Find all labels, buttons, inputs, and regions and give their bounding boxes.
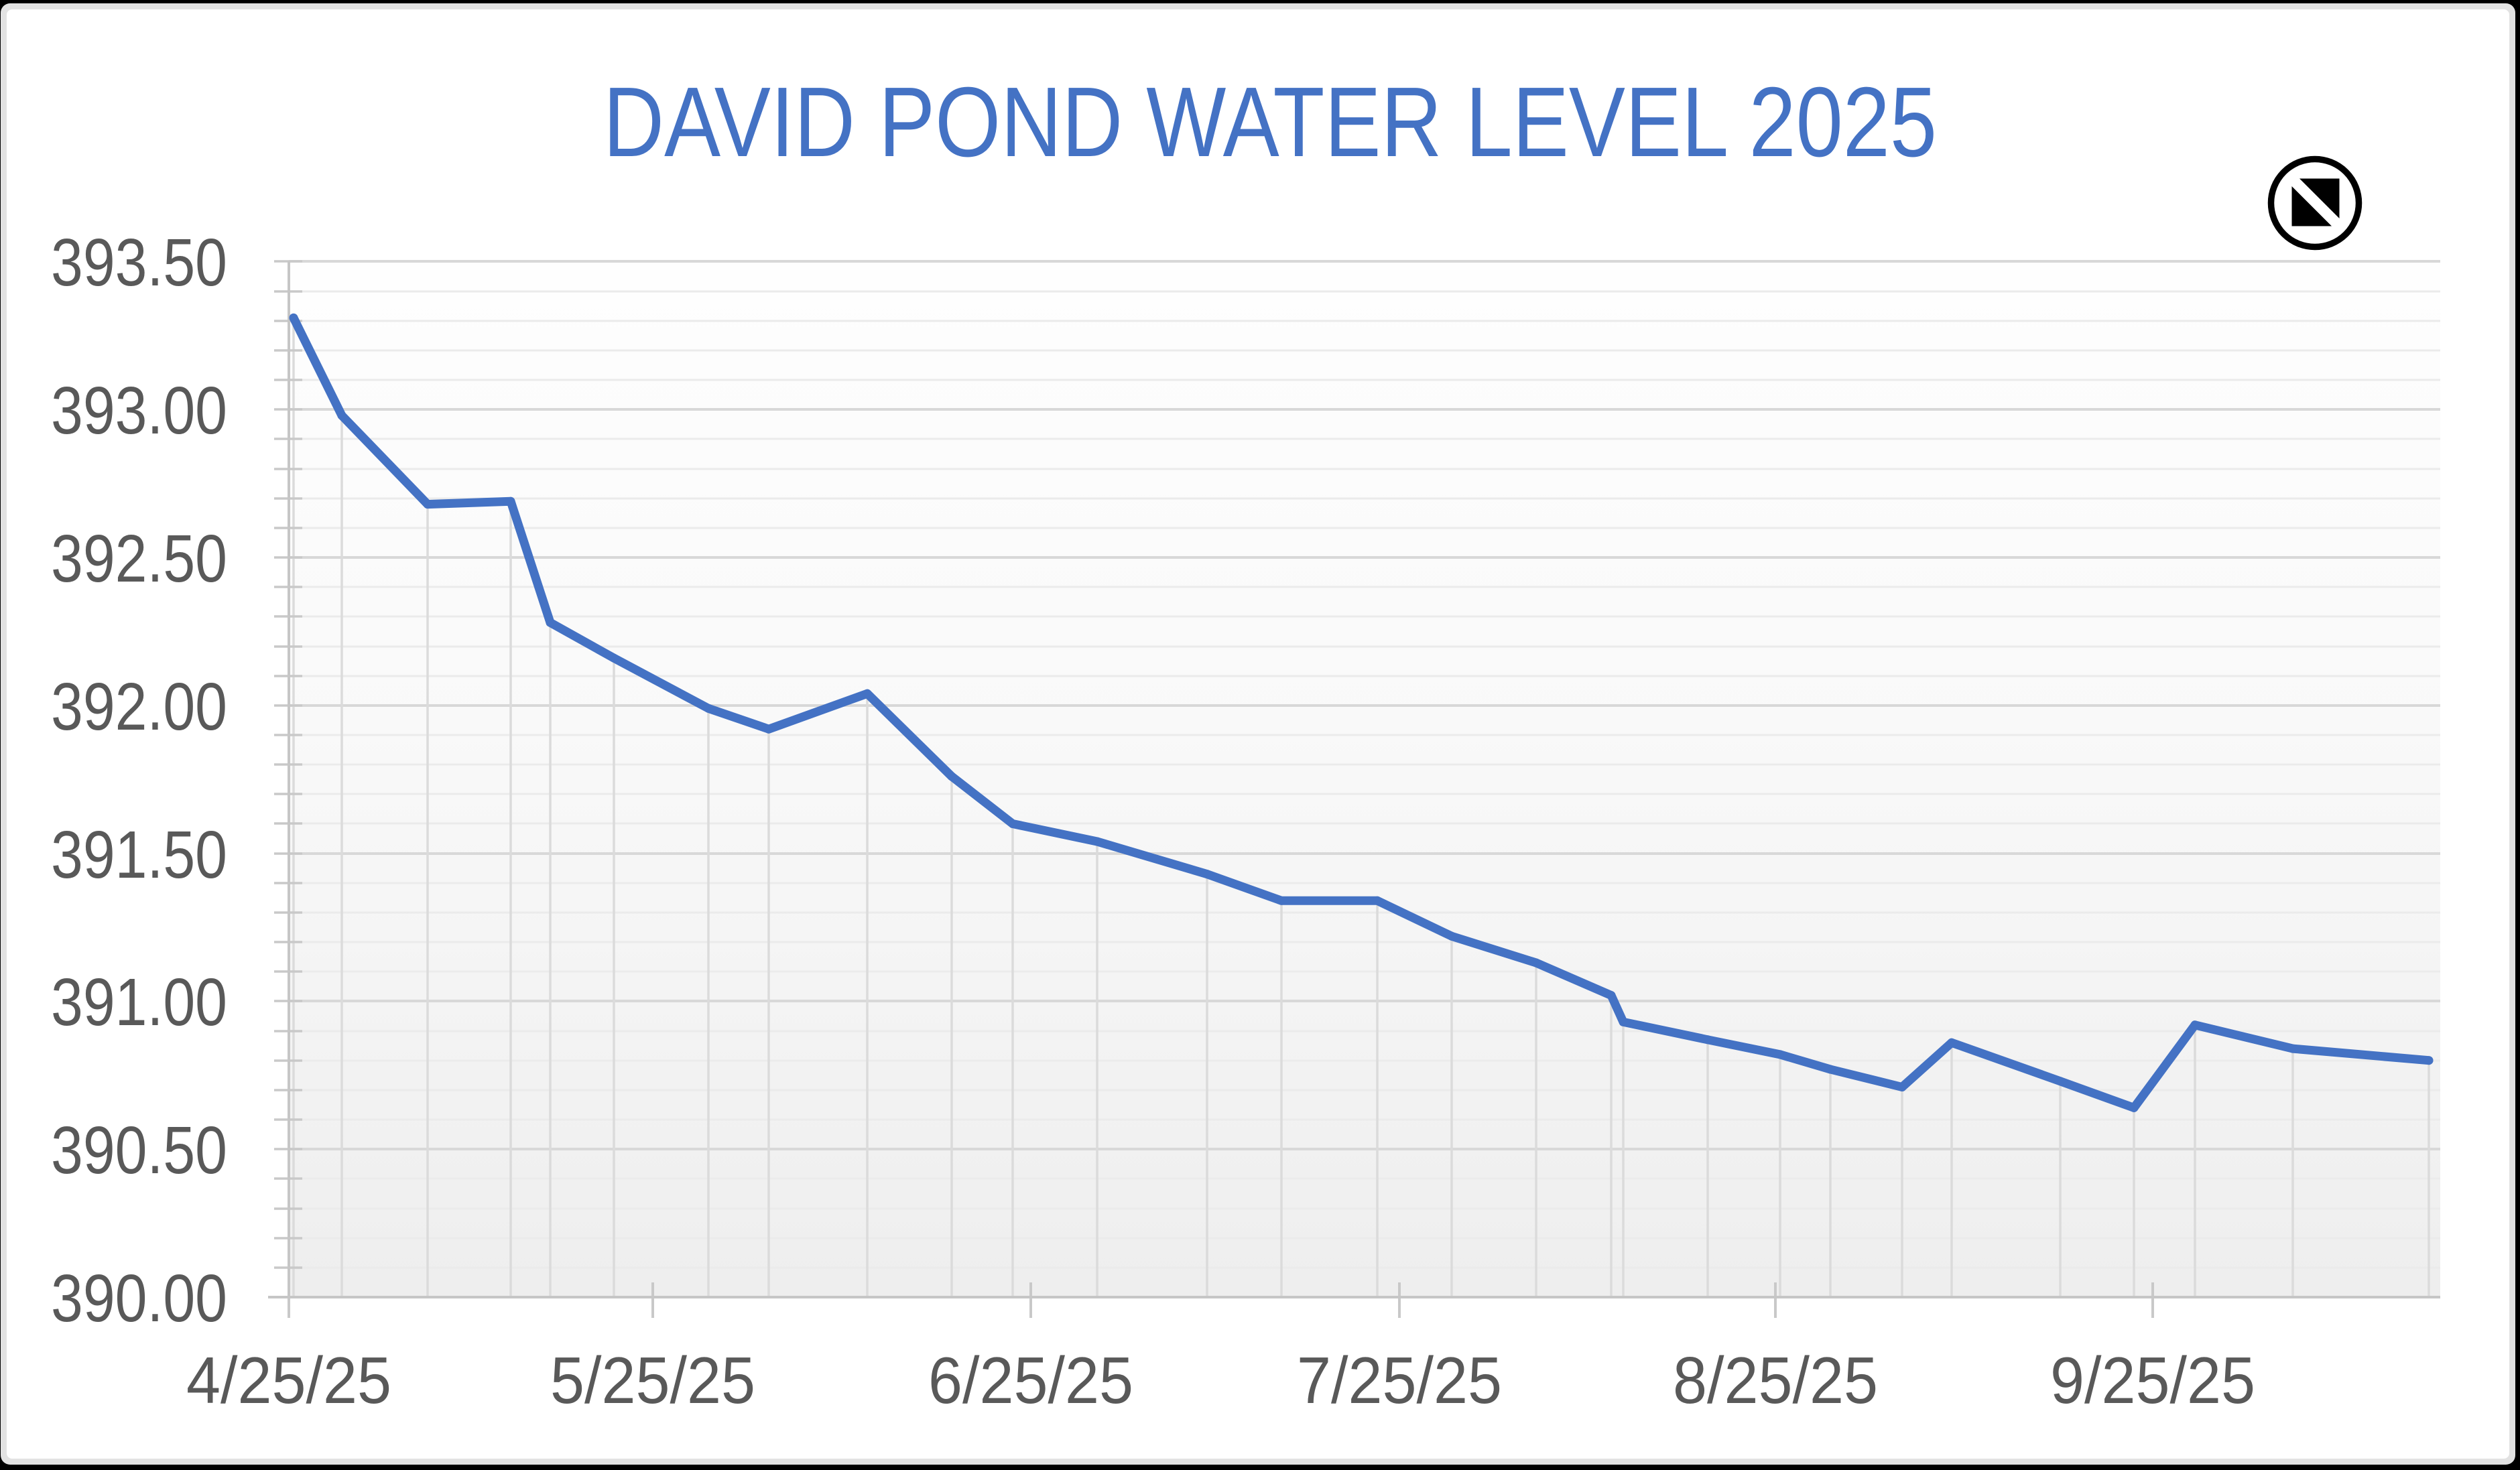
svg-text:4/25/25: 4/25/25 [186,1343,391,1417]
svg-text:6/25/25: 6/25/25 [928,1343,1133,1417]
svg-text:393.50: 393.50 [51,225,227,300]
svg-text:9/25/25: 9/25/25 [2050,1343,2255,1417]
svg-text:392.50: 392.50 [51,521,227,596]
svg-text:391.00: 391.00 [51,965,227,1040]
svg-text:392.00: 392.00 [51,669,227,744]
svg-text:391.50: 391.50 [51,817,227,892]
svg-text:5/25/25: 5/25/25 [550,1343,755,1417]
svg-text:393.00: 393.00 [51,373,227,448]
svg-text:390.00: 390.00 [51,1261,227,1336]
svg-text:390.50: 390.50 [51,1113,227,1188]
svg-text:DAVID POND WATER LEVEL 2025: DAVID POND WATER LEVEL 2025 [603,67,1937,178]
svg-text:7/25/25: 7/25/25 [1297,1343,1502,1417]
svg-text:8/25/25: 8/25/25 [1673,1343,1878,1417]
